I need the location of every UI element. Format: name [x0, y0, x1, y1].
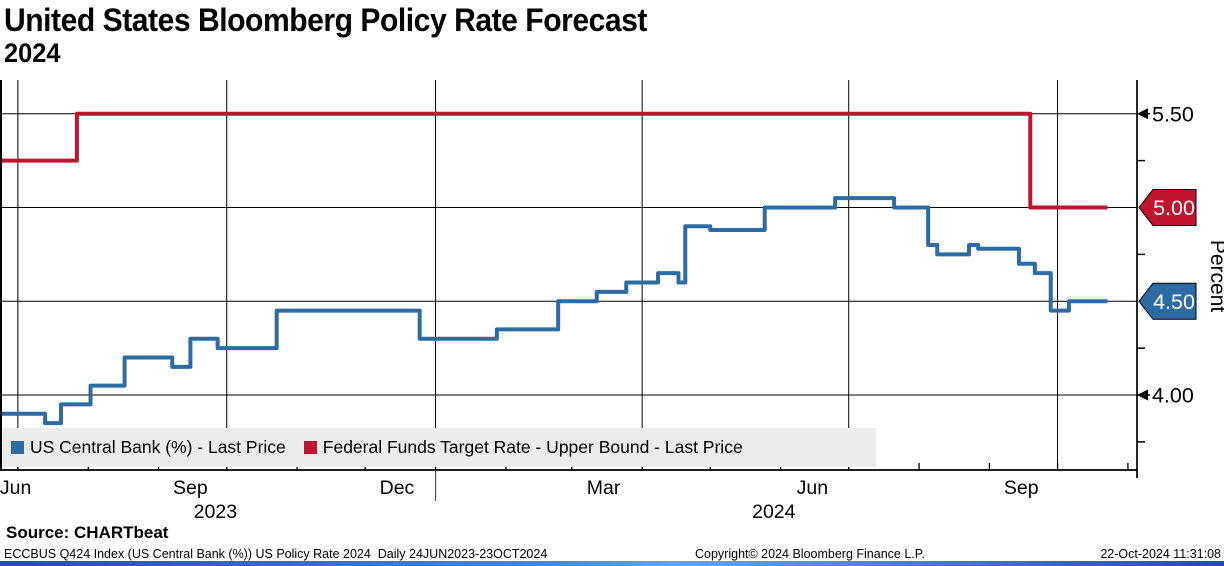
- page-subtitle: 2024: [4, 37, 61, 68]
- x-axis-month-label: Jun: [797, 477, 828, 499]
- last-price-badge: [1138, 189, 1197, 226]
- chart-header: United States Bloomberg Policy Rate Fore…: [4, 2, 647, 67]
- series-line-us-central-bank: [2, 196, 1108, 426]
- x-axis-month-label: Dec: [380, 477, 415, 499]
- x-axis-year-label: 2023: [194, 501, 237, 523]
- series-line-fed-funds-upper-bound: [2, 111, 1108, 210]
- x-axis-month-label: Sep: [1004, 477, 1039, 499]
- footer-timestamp: 22-Oct-2024 11:31:08: [1100, 547, 1221, 561]
- chart-legend: US Central Bank (%) - Last Price Federal…: [2, 428, 876, 467]
- badge-value: 5.00: [1153, 196, 1195, 220]
- left-arrow-icon: [1137, 108, 1148, 120]
- legend-label: Federal Funds Target Rate - Upper Bound …: [322, 437, 743, 457]
- legend-label: US Central Bank (%) - Last Price: [30, 437, 286, 457]
- y-axis-title: Percent: [1206, 240, 1224, 313]
- left-arrow-icon: [1137, 389, 1148, 401]
- x-axis-year-label: 2024: [752, 501, 796, 523]
- x-axis-month-label: Jun: [0, 477, 31, 499]
- badge-value: 4.50: [1153, 290, 1195, 314]
- footer-row: ECCBUS Q424 Index (US Central Bank (%)) …: [0, 547, 1224, 561]
- legend-swatch-icon: [11, 441, 24, 454]
- legend-item-fed-funds-upper-bound: Federal Funds Target Rate - Upper Bound …: [303, 437, 743, 458]
- legend-item-us-central-bank: US Central Bank (%) - Last Price: [11, 437, 286, 458]
- footer-description: ECCBUS Q424 Index (US Central Bank (%)) …: [4, 547, 548, 561]
- y-axis-tick-label: 4.00: [1152, 384, 1194, 408]
- y-axis-tick-label: 5.50: [1152, 102, 1194, 126]
- last-price-badge: [1138, 282, 1197, 320]
- x-axis-month-label: Sep: [173, 477, 208, 499]
- bottom-accent-bar: [0, 561, 1224, 566]
- page-title: United States Bloomberg Policy Rate Fore…: [4, 2, 647, 38]
- x-axis-month-label: Mar: [587, 477, 621, 499]
- source-line: Source: CHARTbeat: [6, 523, 169, 542]
- legend-swatch-icon: [303, 441, 317, 454]
- footer-copyright: Copyright© 2024 Bloomberg Finance L.P.: [695, 547, 925, 561]
